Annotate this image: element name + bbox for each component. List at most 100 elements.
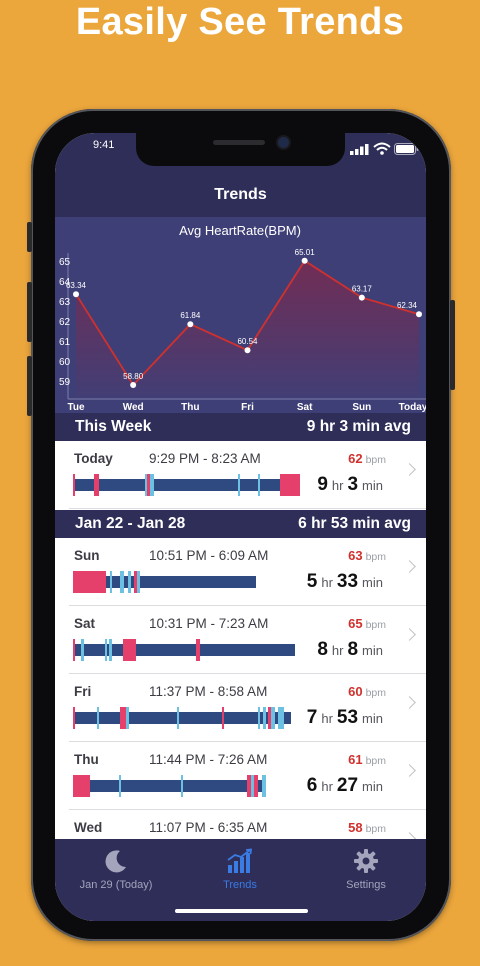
sleep-segment-deep [99, 479, 145, 491]
sleep-segment-light [120, 571, 124, 593]
bpm-value: 62 [348, 451, 363, 466]
chart-area-fill [76, 260, 419, 397]
mute-switch [27, 222, 32, 252]
promo-headline: Easily See Trends [75, 1, 405, 43]
cellular-signal-icon [350, 144, 369, 155]
power-button [450, 300, 455, 390]
sleep-segment-deep [240, 479, 258, 491]
front-camera [278, 137, 289, 148]
row-time-range: 10:31 PM - 7:23 AM [149, 616, 269, 631]
x-tick-label: Tue [67, 402, 84, 413]
sleep-segment-awake [222, 707, 224, 729]
x-tick-label: Sun [352, 402, 371, 413]
bpm-value: 61 [348, 752, 363, 767]
sleep-segment-deep [275, 712, 278, 724]
sleep-segment-deep [112, 644, 123, 656]
x-tick-label: Wed [123, 402, 144, 413]
sleep-segment-light [105, 639, 107, 661]
duration-hours: 9 [317, 474, 328, 495]
page-title: Trends [214, 186, 267, 203]
x-tick-label: Sat [297, 402, 313, 413]
row-duration: 7 hr 53 min [307, 707, 387, 729]
sleep-segment-light [109, 639, 112, 661]
chart-data-point [301, 257, 308, 264]
sleep-segment-awake [196, 639, 200, 661]
tab-trends[interactable]: Trends [185, 847, 295, 891]
x-tick-label: Fri [241, 402, 254, 413]
bpm-unit: bpm [365, 687, 386, 699]
section-title: This Week [75, 418, 152, 435]
sleep-segment-light [126, 707, 129, 729]
sleep-row-sun[interactable]: Sun 10:51 PM - 6:09 AM 63 bpm 5 hr 33 min [55, 538, 426, 606]
sleep-stage-bar [73, 775, 266, 797]
duration-hours: 6 [306, 775, 318, 796]
bpm-unit: bpm [365, 454, 386, 466]
bpm-value: 60 [348, 684, 363, 699]
row-duration: 5 hr 33 min [307, 571, 387, 593]
sleep-segment-deep [140, 576, 256, 588]
row-time-range: 10:51 PM - 6:09 AM [149, 548, 269, 563]
section-average: 9 hr 3 min avg [306, 418, 411, 435]
y-tick-label: 65 [59, 257, 71, 268]
bpm-unit: bpm [365, 551, 386, 563]
sleep-segment-light [181, 775, 183, 797]
tab-settings[interactable]: Settings [311, 847, 421, 891]
tab-label: Settings [346, 879, 386, 891]
chevron-right-icon [403, 463, 416, 476]
duration-hours: 5 [306, 571, 318, 592]
sleep-row-today[interactable]: Today 9:29 PM - 8:23 AM 62 bpm 9 hr 3 min [55, 441, 426, 509]
bar-chart-icon [227, 848, 253, 873]
sleep-segment-deep [90, 780, 92, 792]
chart-data-point [416, 311, 422, 318]
chevron-right-icon [403, 560, 416, 573]
sleep-row-thu[interactable]: Thu 11:44 PM - 7:26 AM 61 bpm 6 hr 27 min [55, 742, 426, 810]
sleep-segment-light [278, 707, 284, 729]
sleep-segment-awake [73, 707, 75, 729]
row-divider [69, 673, 426, 674]
bpm-unit: bpm [365, 755, 386, 767]
row-divider [69, 809, 426, 810]
sleep-segment-deep [75, 712, 97, 724]
sleep-segment-deep [154, 479, 238, 491]
x-tick-label: Today [399, 402, 426, 413]
sleep-segment-awake [123, 639, 136, 661]
row-divider [69, 605, 426, 606]
sleep-segment-light [258, 474, 260, 496]
sleep-segment-deep [121, 780, 181, 792]
sleep-segment-awake [280, 474, 300, 496]
y-tick-label: 59 [59, 377, 71, 388]
sleep-segment-light [177, 707, 179, 729]
sleep-segment-awake [120, 707, 126, 729]
sleep-segment-deep [260, 712, 263, 724]
sleep-segment-awake [147, 474, 150, 496]
row-duration: 8 hr 8 min [317, 639, 387, 661]
sleep-stage-bar [73, 474, 300, 496]
sleep-segment-awake [247, 775, 251, 797]
chart-data-label: 60.54 [237, 337, 258, 346]
y-tick-label: 61 [59, 337, 71, 348]
tab-label: Trends [223, 879, 257, 891]
sleep-segment-light [137, 571, 140, 593]
sleep-segment-light [150, 474, 154, 496]
y-tick-label: 62 [59, 317, 71, 328]
sleep-segment-light [119, 775, 121, 797]
duration-minute-unit: min [362, 478, 383, 493]
sleep-row-fri[interactable]: Fri 11:37 PM - 8:58 AM 60 bpm 7 hr 53 min [55, 674, 426, 742]
sleep-segment-light [238, 474, 240, 496]
sleep-segment-deep [107, 644, 109, 656]
sleep-segment-deep [131, 576, 134, 588]
sleep-stage-bar [73, 639, 295, 661]
row-day: Sat [74, 616, 96, 631]
sleep-segment-awake [254, 775, 258, 797]
sleep-row-sat[interactable]: Sat 10:31 PM - 7:23 AM 65 bpm 8 hr 8 min [55, 606, 426, 674]
tab-today[interactable]: Jan 29 (Today) [61, 847, 171, 891]
row-divider [69, 508, 426, 509]
notch [136, 133, 345, 166]
sleep-segment-deep [284, 712, 291, 724]
sleep-segment-deep [129, 712, 177, 724]
sleep-segment-deep [136, 644, 196, 656]
duration-minute-unit: min [362, 575, 383, 590]
chart-data-label: 61.84 [180, 311, 201, 320]
sleep-stage-bar [73, 571, 256, 593]
duration-hour-unit: hr [321, 711, 333, 726]
